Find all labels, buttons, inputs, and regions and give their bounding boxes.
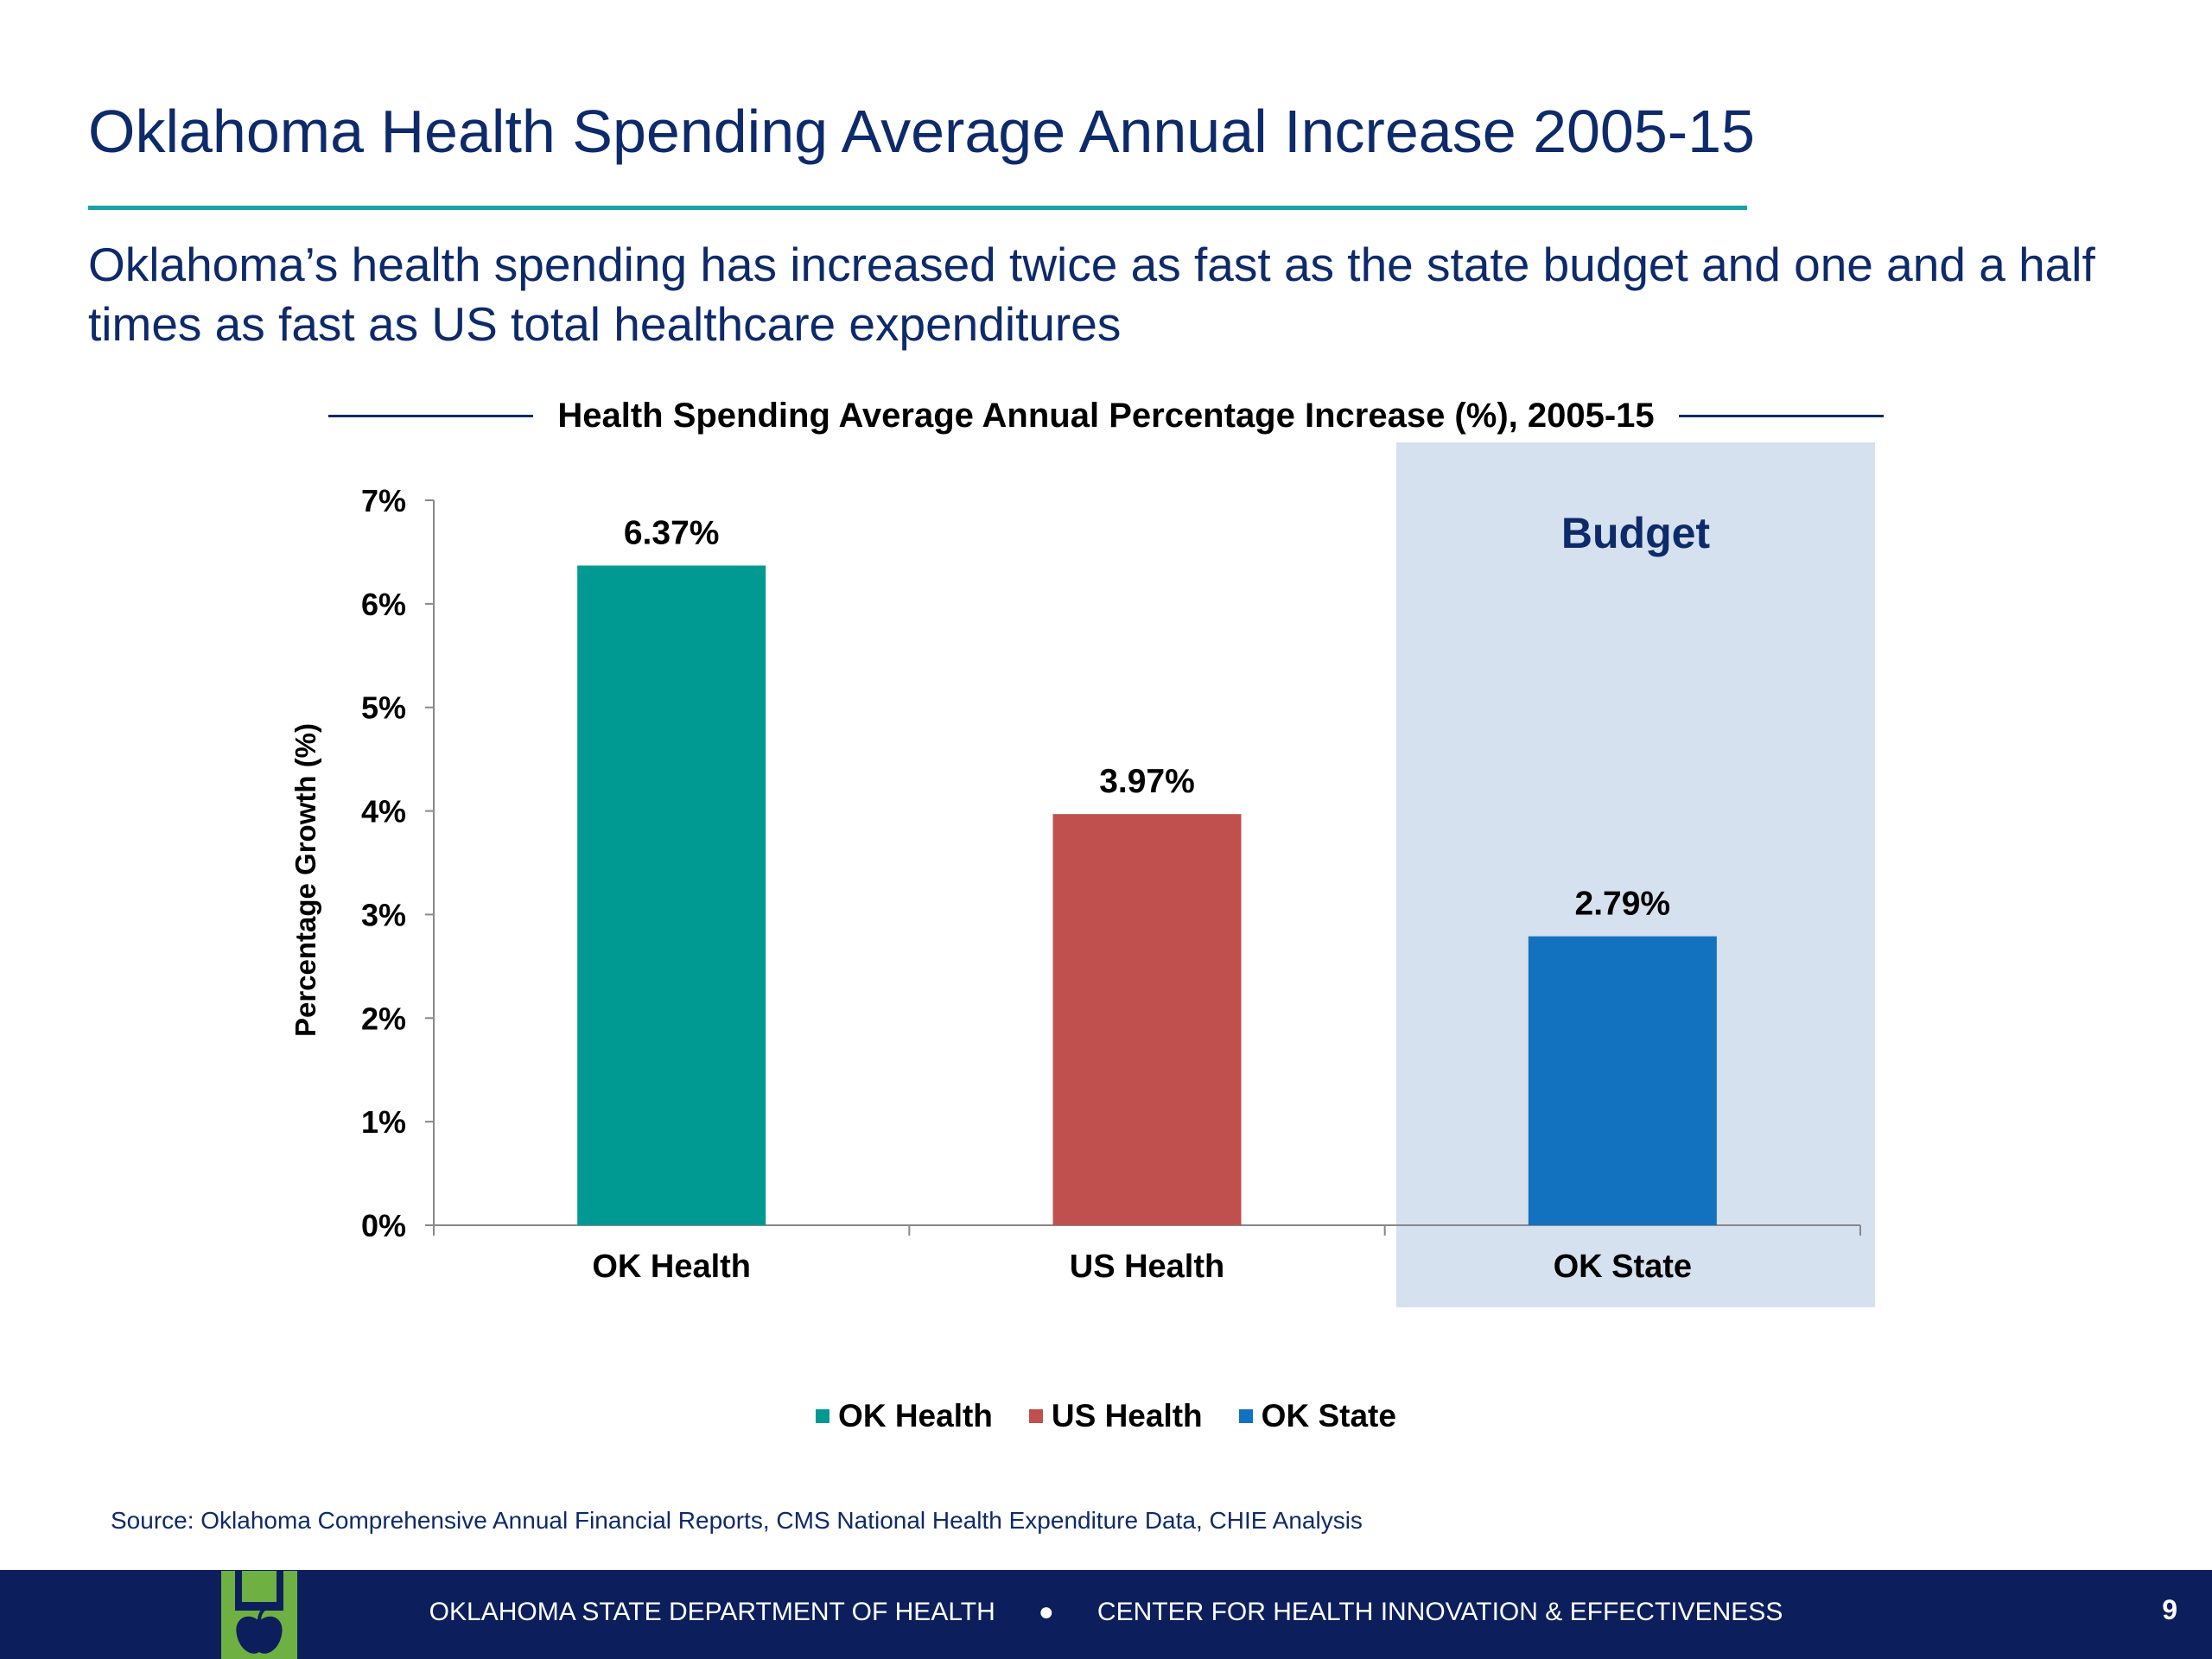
- y-axis-label: Percentage Growth (%): [289, 723, 321, 1037]
- apple-logo-icon: [221, 1571, 297, 1659]
- y-tick-label: 6%: [361, 587, 406, 622]
- legend-swatch: [816, 1409, 830, 1423]
- footer-separator: ●: [1038, 1598, 1054, 1626]
- legend-item: OK Health: [816, 1398, 993, 1434]
- y-tick-label: 1%: [361, 1104, 406, 1140]
- y-tick-label: 4%: [361, 794, 406, 830]
- legend-item: US Health: [1028, 1398, 1203, 1434]
- data-label: 2.79%: [1575, 886, 1671, 923]
- legend-swatch: [1238, 1409, 1253, 1423]
- bar: [1528, 936, 1717, 1225]
- y-tick-label: 3%: [361, 897, 406, 932]
- chart-title-rule-left: [328, 414, 534, 417]
- bar: [1052, 814, 1242, 1225]
- data-label: 3.97%: [1099, 763, 1195, 800]
- slide-subtitle: Oklahoma’s health spending has increased…: [88, 238, 2095, 351]
- data-label: 6.37%: [624, 515, 720, 552]
- legend-label: US Health: [1051, 1398, 1203, 1433]
- legend-item: OK State: [1238, 1398, 1396, 1434]
- y-tick-label: 5%: [361, 690, 406, 726]
- footer-text: OKLAHOMA STATE DEPARTMENT OF HEALTH ● CENT…: [0, 1598, 2212, 1627]
- chart-title: Health Spending Average Annual Percentag…: [557, 396, 1655, 435]
- y-tick-label: 7%: [361, 483, 406, 518]
- bar: [577, 565, 766, 1225]
- budget-label: Budget: [1560, 509, 1711, 557]
- y-tick-label: 0%: [361, 1208, 406, 1243]
- x-tick-label: US Health: [1070, 1249, 1224, 1285]
- title-divider: [88, 206, 1747, 210]
- source-note: Source: Oklahoma Comprehensive Annual Fi…: [111, 1507, 1363, 1534]
- chart-legend: OK Health US Health OK State: [0, 1398, 2212, 1434]
- slide-title: Oklahoma Health Spending Average Annual …: [88, 98, 1755, 165]
- chart-title-rule-right: [1678, 414, 1884, 417]
- footer-bar: [0, 1570, 2212, 1659]
- y-tick-label: 2%: [361, 1001, 406, 1036]
- legend-label: OK State: [1261, 1398, 1396, 1433]
- page-number: 9: [2162, 1594, 2177, 1625]
- footer-center: CENTER FOR HEALTH INNOVATION & EFFECTIVE…: [1096, 1598, 1783, 1626]
- legend-swatch: [1028, 1409, 1043, 1423]
- chart-title-row: Health Spending Average Annual Percentag…: [328, 387, 1884, 444]
- footer-org: OKLAHOMA STATE DEPARTMENT OF HEALTH: [429, 1598, 995, 1626]
- legend-label: OK Health: [838, 1398, 993, 1433]
- x-tick-label: OK Health: [592, 1249, 751, 1285]
- x-tick-label: OK State: [1554, 1249, 1692, 1285]
